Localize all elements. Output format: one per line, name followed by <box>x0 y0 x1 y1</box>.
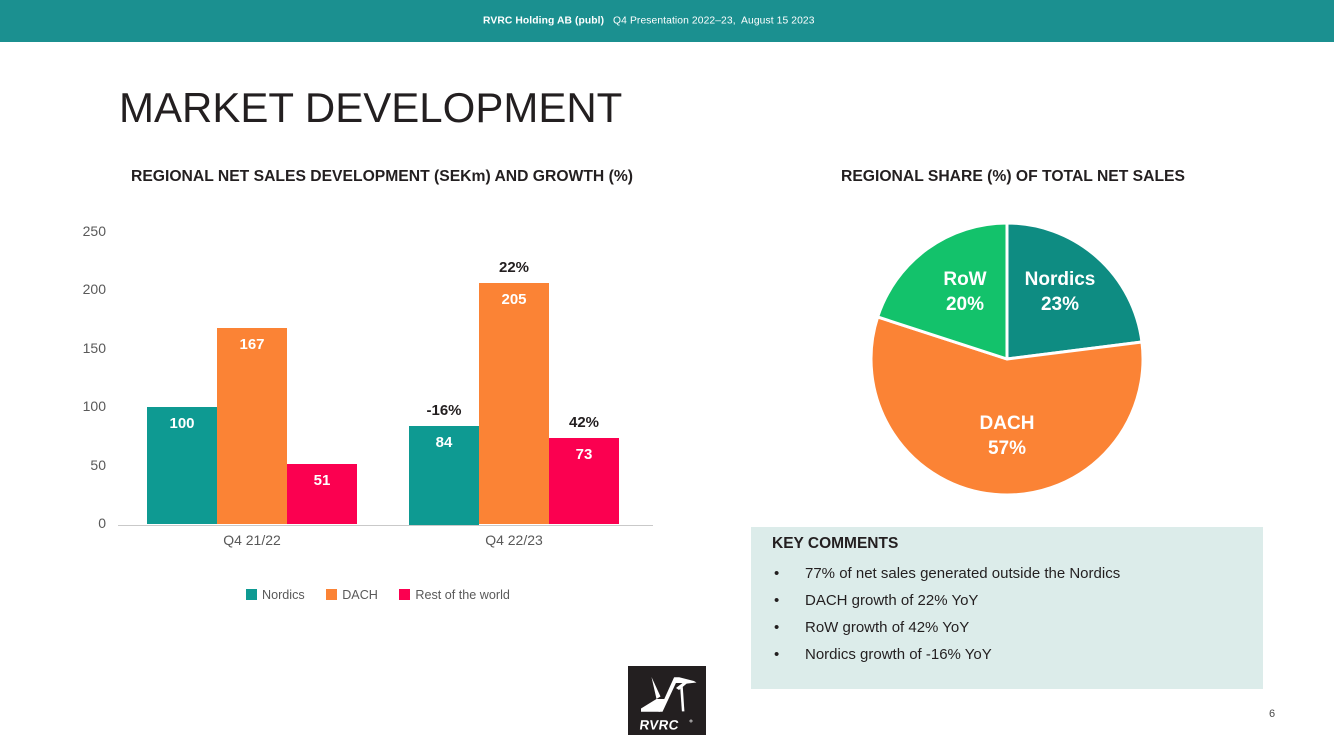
svg-text:RoW: RoW <box>943 269 986 290</box>
svg-text:57%: 57% <box>988 438 1026 459</box>
svg-text:Nordics: Nordics <box>1025 269 1096 290</box>
svg-text:20%: 20% <box>946 294 984 315</box>
svg-text:DACH: DACH <box>980 413 1035 434</box>
svg-text:RVRC: RVRC <box>639 718 680 733</box>
svg-text:23%: 23% <box>1041 294 1079 315</box>
